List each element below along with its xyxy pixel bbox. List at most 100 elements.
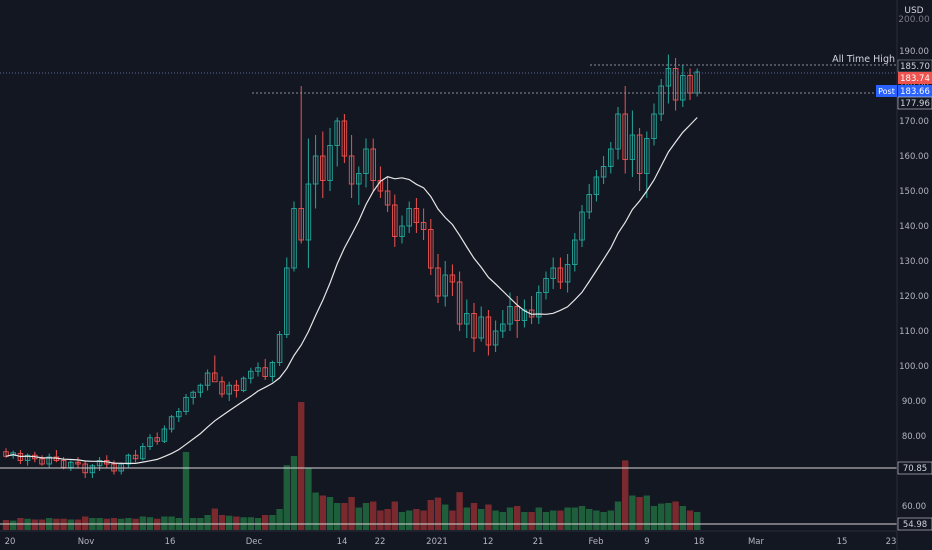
top-cut-label: 200.00 (898, 15, 930, 25)
volume-bar (370, 501, 377, 530)
price-tick-label: 150.00 (899, 187, 929, 197)
candle-body (46, 456, 52, 465)
volume-bar (499, 512, 506, 530)
candle-body (651, 113, 657, 139)
ma-price-text: 177.96 (900, 99, 930, 109)
volume-bar (593, 510, 600, 530)
candle-body (413, 208, 420, 223)
candle (96, 457, 103, 471)
candle-body (485, 316, 492, 346)
candle-body (262, 367, 268, 377)
volume-bar (326, 497, 334, 530)
level-70-text: 70.85 (903, 464, 927, 474)
candle-body (197, 384, 204, 393)
candle (168, 415, 175, 433)
candle-body (579, 211, 585, 241)
candle (291, 201, 297, 272)
candle (557, 257, 564, 289)
candle (636, 128, 643, 191)
candle-body (543, 278, 549, 293)
time-tick-label: 16 (165, 537, 176, 547)
candle (298, 86, 304, 244)
candle-body (550, 267, 556, 279)
volume-bar (262, 515, 269, 530)
candle-body (298, 208, 304, 241)
volume-bar (398, 512, 406, 530)
candle (665, 54, 672, 104)
volume-bar (305, 468, 312, 530)
volume-bar (233, 516, 240, 530)
time-tick-label: 18 (694, 537, 705, 547)
candle (356, 166, 362, 205)
candle-body (212, 372, 218, 383)
volume-bar (161, 516, 168, 530)
candle-body (10, 452, 16, 457)
candle-body (24, 454, 31, 461)
time-axis[interactable]: 20 Nov 16 Dec 14 22 2021 12 21 Feb 9 18 Mar 15 23 (5, 537, 897, 547)
volume-bar (413, 509, 420, 530)
candle (500, 310, 506, 338)
volume-bar (542, 512, 550, 530)
level-55-tag (897, 517, 932, 531)
volume-bar (571, 507, 578, 530)
volume-bar (442, 504, 449, 530)
candle (507, 292, 513, 331)
candle-body (96, 460, 103, 467)
candle (39, 455, 45, 466)
volume-bar (312, 492, 319, 530)
volume-bar (514, 506, 521, 530)
volume-bar (406, 510, 413, 530)
candle-body (406, 208, 412, 227)
candle-body (341, 120, 348, 157)
ma-price-tag (897, 96, 932, 110)
candle-body (600, 166, 607, 178)
candle (370, 138, 376, 191)
volume-bar (420, 510, 427, 530)
price-tick-label: 130.00 (899, 257, 929, 267)
candle-body (233, 384, 240, 391)
volume-bar (672, 501, 679, 530)
candle (550, 257, 556, 289)
volume-bar (564, 507, 571, 530)
candle (680, 65, 686, 107)
candle-body (449, 274, 456, 283)
candle-body (168, 416, 175, 430)
candle (176, 408, 182, 422)
candle (240, 376, 247, 393)
candle-body (428, 229, 434, 269)
candle (622, 86, 628, 174)
volume-bar (665, 503, 672, 530)
candle (456, 271, 463, 331)
candle (262, 359, 268, 380)
candle (341, 114, 348, 163)
candle (651, 103, 657, 146)
candle (276, 331, 283, 366)
candle-body (226, 384, 232, 395)
volume-bar (586, 509, 593, 530)
volume-bar (478, 509, 485, 530)
candle (536, 285, 542, 324)
volume-bar (427, 500, 434, 530)
candle (233, 380, 240, 398)
volume-bar (168, 516, 175, 530)
candle-body (399, 225, 405, 237)
candle (132, 450, 139, 463)
candle (428, 219, 434, 275)
price-tick-label: 170.00 (899, 117, 929, 127)
candle-body (557, 267, 564, 283)
candle (485, 310, 492, 356)
candle (312, 135, 319, 209)
candle-body (586, 194, 592, 213)
volume-bar (506, 507, 514, 530)
volume-bar (600, 512, 607, 530)
candle (492, 320, 499, 352)
candle (197, 383, 204, 398)
candle-body (644, 138, 650, 174)
volume-bar (204, 515, 211, 530)
candle (672, 58, 679, 111)
price-tick-label: 110.00 (899, 327, 929, 337)
candle-body (622, 113, 628, 160)
candle (586, 184, 592, 219)
